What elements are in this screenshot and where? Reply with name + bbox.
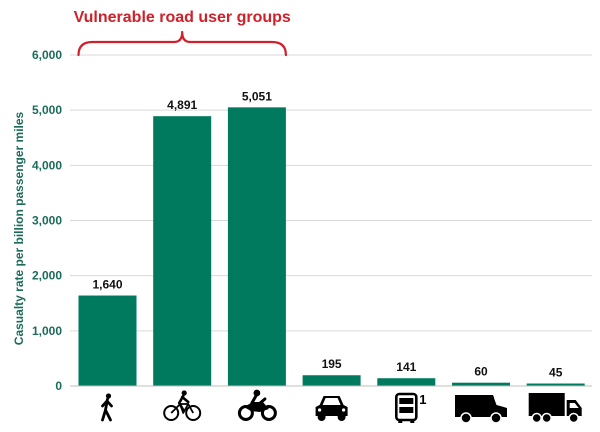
bar: [78, 295, 137, 386]
car-icon: [315, 396, 348, 421]
data-label: 60: [474, 365, 488, 379]
van-icon: [455, 395, 507, 424]
y-tick-label: 2,000: [32, 269, 62, 283]
bar: [153, 116, 212, 386]
category-icons: 1: [101, 389, 582, 424]
bars: [78, 107, 585, 387]
data-labels: 1,640 4,891 5,051 195 141 60 45: [92, 89, 562, 379]
truck-icon: [528, 393, 582, 424]
y-tick-label: 1,000: [32, 324, 62, 338]
data-label: 5,051: [242, 89, 272, 103]
pedestrian-icon: [101, 393, 113, 422]
motorcyclist-icon: [237, 389, 277, 421]
bar: [377, 378, 436, 386]
bar: [227, 107, 286, 387]
cyclist-icon: [163, 390, 202, 421]
y-tick-label: 4,000: [32, 158, 62, 172]
bar: [526, 383, 585, 386]
bus-footnote-label: 1: [419, 392, 426, 407]
y-tick-label: 5,000: [32, 103, 62, 117]
vulnerable-group-annotation: Vulnerable road user groups: [74, 9, 291, 26]
data-label: 45: [549, 366, 563, 380]
data-label: 1,640: [92, 278, 122, 292]
data-label: 141: [396, 360, 416, 374]
bar: [452, 382, 510, 386]
y-axis-label: Casualty rate per billion passenger mile…: [12, 111, 26, 345]
gridlines: [70, 54, 592, 332]
data-label: 4,891: [167, 98, 197, 112]
y-tick-label: 3,000: [32, 214, 62, 228]
y-axis-ticks: 0 1,000 2,000 3,000 4,000 5,000 6,000: [32, 48, 62, 393]
vulnerable-group-brace: [77, 30, 287, 57]
y-tick-label: 0: [55, 379, 62, 393]
bar: [302, 375, 361, 386]
y-tick-label: 6,000: [32, 48, 62, 62]
bus-icon: 1: [394, 392, 427, 423]
data-label: 195: [322, 357, 342, 371]
